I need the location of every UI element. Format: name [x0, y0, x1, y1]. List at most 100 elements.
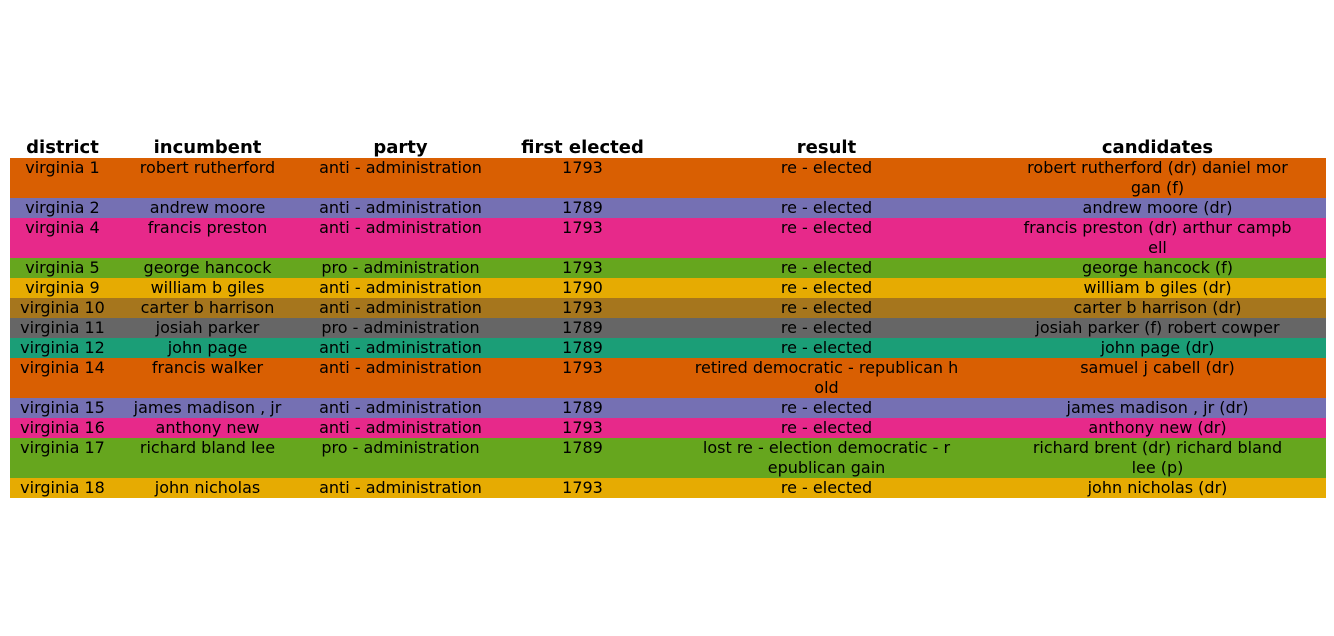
table-cell-party: anti - administration: [319, 278, 482, 297]
table-cell-party: anti - administration: [319, 158, 482, 177]
table-cell-first-elected: 1790: [562, 278, 603, 297]
table-cell-first-elected: 1793: [562, 418, 603, 437]
table-cell-district: virginia 17: [20, 438, 105, 457]
table-header-row: district incumbent party first elected r…: [10, 137, 1326, 158]
table-cell-result: re - elected: [780, 478, 873, 497]
table-cell-party: anti - administration: [319, 338, 482, 357]
table-cell-district: virginia 11: [20, 318, 105, 337]
table-cell-candidates: william b giles (dr): [1083, 278, 1232, 297]
table-cell-candidates: andrew moore (dr): [1082, 198, 1233, 217]
table-cell-result: re - elected: [780, 278, 873, 297]
table-cell-incumbent: john page: [167, 338, 248, 357]
table-cell-party: anti - administration: [319, 478, 482, 497]
table-cell-first-elected: 1789: [562, 198, 603, 217]
table-cell-candidates: john page (dr): [1100, 338, 1215, 357]
table-cell-result: re - elected: [780, 298, 873, 317]
table-cell-first-elected: 1789: [562, 318, 603, 337]
header-district: district: [26, 137, 99, 158]
table-cell-party: pro - administration: [321, 438, 480, 457]
table-row: virginia 9 william b giles anti - administ…: [10, 278, 1326, 298]
table-cell-party: anti - administration: [319, 298, 482, 317]
table-cell-result: re - elected: [780, 198, 873, 217]
table-cell-incumbent: andrew moore: [149, 198, 266, 217]
table-row: virginia 16 anthony new anti - administrat…: [10, 418, 1326, 438]
table-row: virginia 12 john page anti - administratio…: [10, 338, 1326, 358]
table-cell-result: re - elected: [780, 218, 873, 237]
header-result: result: [796, 137, 857, 158]
table-cell-candidates: james madison , jr (dr): [1066, 398, 1249, 417]
table-cell-incumbent: robert rutherford: [139, 158, 276, 177]
table-cell-district: virginia 16: [20, 418, 105, 437]
table-cell-incumbent: william b giles: [150, 278, 265, 297]
table-cell-first-elected: 1793: [562, 358, 603, 377]
table-cell-first-elected: 1793: [562, 158, 603, 177]
table-cell-first-elected: 1793: [562, 218, 603, 237]
table-cell-first-elected: 1793: [562, 258, 603, 277]
table-cell-incumbent: james madison , jr: [133, 398, 282, 417]
table-cell-result: re - elected: [780, 418, 873, 437]
table-cell-incumbent: anthony new: [155, 418, 260, 437]
table-cell-party: anti - administration: [319, 198, 482, 217]
table-row: virginia 5 george hancock pro - administra…: [10, 258, 1326, 278]
table-cell-district: virginia 9: [25, 278, 100, 297]
table-cell-first-elected: 1793: [562, 478, 603, 497]
table-cell-district: virginia 15: [20, 398, 105, 417]
table-cell-candidates: robert rutherford (dr) daniel mor gan (f…: [1027, 158, 1288, 197]
table-cell-district: virginia 5: [25, 258, 100, 277]
table-cell-result: re - elected: [780, 398, 873, 417]
table-cell-incumbent: francis walker: [151, 358, 264, 377]
table-cell-party: anti - administration: [319, 218, 482, 237]
table-cell-district: virginia 14: [20, 358, 105, 377]
table-row: virginia 10 carter b harrison anti - admin…: [10, 298, 1326, 318]
table-cell-result: retired democratic - republican h old: [694, 358, 959, 397]
table-cell-incumbent: carter b harrison: [140, 298, 275, 317]
table-cell-party: anti - administration: [319, 398, 482, 417]
table-cell-incumbent: john nicholas: [154, 478, 261, 497]
table-cell-district: virginia 12: [20, 338, 105, 357]
table-cell-party: anti - administration: [319, 418, 482, 437]
table-cell-party: pro - administration: [321, 258, 480, 277]
table-cell-district: virginia 10: [20, 298, 105, 317]
header-incumbent: incumbent: [153, 137, 262, 158]
table-cell-result: re - elected: [780, 258, 873, 277]
table-cell-result: lost re - election democratic - r epubli…: [702, 438, 951, 477]
table-cell-candidates: richard brent (dr) richard bland lee (p): [1032, 438, 1283, 477]
header-candidates: candidates: [1101, 137, 1214, 158]
table-row: virginia 17 richard bland lee pro - admini…: [10, 438, 1326, 478]
table-cell-result: re - elected: [780, 338, 873, 357]
table-row: virginia 2 andrew moore anti - administrat…: [10, 198, 1326, 218]
table-row: virginia 11 josiah parker pro - administra…: [10, 318, 1326, 338]
header-first-elected: first elected: [521, 137, 644, 158]
table-cell-candidates: francis preston (dr) arthur campb ell: [1023, 218, 1292, 257]
table-row: virginia 14 francis walker anti - administ…: [10, 358, 1326, 398]
table-row: virginia 1 robert rutherford anti - admini…: [10, 158, 1326, 198]
table-cell-party: anti - administration: [319, 358, 482, 377]
table-cell-incumbent: francis preston: [147, 218, 268, 237]
table-row: virginia 15 james madison , jr anti - admi…: [10, 398, 1326, 418]
results-table: district incumbent party first elected r…: [10, 137, 1326, 498]
table-cell-district: virginia 1: [25, 158, 100, 177]
table-cell-candidates: george hancock (f): [1081, 258, 1234, 277]
table-cell-candidates: samuel j cabell (dr): [1080, 358, 1235, 377]
table-cell-result: re - elected: [780, 318, 873, 337]
table-row: virginia 4 francis preston anti - administ…: [10, 218, 1326, 258]
table-cell-candidates: john nicholas (dr): [1087, 478, 1228, 497]
table-cell-incumbent: george hancock: [143, 258, 272, 277]
table-cell-district: virginia 4: [25, 218, 100, 237]
table-cell-first-elected: 1793: [562, 298, 603, 317]
table-cell-first-elected: 1789: [562, 398, 603, 417]
table-cell-party: pro - administration: [321, 318, 480, 337]
table-cell-first-elected: 1789: [562, 438, 603, 457]
table-cell-result: re - elected: [780, 158, 873, 177]
table-cell-district: virginia 18: [20, 478, 105, 497]
table-body: virginia 1 robert rutherford anti - admini…: [10, 158, 1326, 498]
table-cell-district: virginia 2: [25, 198, 100, 217]
header-party: party: [373, 137, 428, 158]
table-cell-candidates: josiah parker (f) robert cowper: [1035, 318, 1280, 337]
table-cell-incumbent: richard bland lee: [139, 438, 276, 457]
table-cell-candidates: anthony new (dr): [1088, 418, 1227, 437]
table-row: virginia 18 john nicholas anti - administr…: [10, 478, 1326, 498]
table-cell-candidates: carter b harrison (dr): [1073, 298, 1242, 317]
table-cell-incumbent: josiah parker: [155, 318, 260, 337]
table-cell-first-elected: 1789: [562, 338, 603, 357]
